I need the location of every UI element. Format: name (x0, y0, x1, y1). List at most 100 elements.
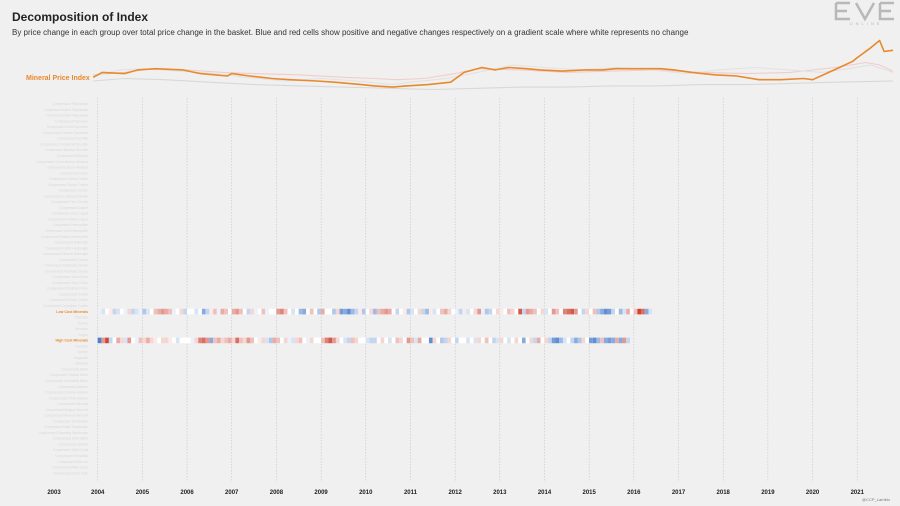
heat-cell (432, 337, 437, 344)
heat-cell (473, 308, 478, 315)
heat-cell (633, 308, 638, 315)
heat-cell (190, 337, 195, 344)
heat-cell (466, 337, 470, 344)
heat-cell (164, 337, 169, 344)
heat-cell (373, 308, 377, 315)
heat-cell (369, 308, 374, 315)
heat-cell (425, 308, 429, 315)
heat-cell (384, 308, 388, 315)
heat-cell (548, 308, 552, 315)
heat-cell (131, 337, 135, 344)
heat-cell (514, 337, 519, 344)
heat-cell (391, 337, 396, 344)
heat-cell (332, 337, 336, 344)
heat-cell (410, 337, 415, 344)
heat-cell (294, 308, 299, 315)
heat-cell (384, 337, 388, 344)
year-tick-label: 2021 (851, 490, 865, 496)
heat-cell (406, 308, 411, 315)
heat-cell (242, 308, 247, 315)
heat-cell (525, 337, 530, 344)
heat-cell (309, 337, 314, 344)
mineral-price-index-line (92, 39, 894, 88)
heat-cell (514, 308, 519, 315)
heat-cell (585, 308, 589, 315)
heat-cell (451, 337, 455, 344)
heat-cell (224, 308, 228, 315)
heat-cell (414, 337, 418, 344)
heat-cell (168, 308, 173, 315)
heat-cell (592, 337, 597, 344)
row-label: Compressed Hedbergite (53, 241, 88, 245)
heat-cell (280, 337, 284, 344)
year-tick-label: 2005 (136, 490, 150, 496)
heat-cell (603, 337, 608, 344)
heat-cell (417, 308, 422, 315)
heat-cell (164, 308, 169, 315)
heat-cell (134, 337, 139, 344)
heat-cell (287, 308, 292, 315)
heat-cell (220, 308, 225, 315)
row-label: Compressed Jaspet (60, 206, 88, 210)
heat-cell (321, 337, 325, 344)
row-label: Compressed Dark Glitter (53, 437, 89, 441)
row-label: Compressed Spodumain (53, 419, 88, 423)
row-label: Compressed Vitric Hedbergite (46, 246, 89, 250)
year-tick-label: 2014 (538, 490, 552, 496)
row-label: Compressed Monoclinic Bistot (45, 379, 88, 383)
heat-cell (477, 308, 482, 315)
heat-cell (574, 308, 578, 315)
heat-cell (250, 337, 255, 344)
heat-cell (529, 308, 534, 315)
heat-cell (570, 308, 575, 315)
heat-cell (488, 308, 493, 315)
row-label: Isogen (78, 333, 88, 337)
heat-cell (462, 308, 467, 315)
heat-cell (339, 308, 344, 315)
heat-cell (179, 337, 184, 344)
heat-cell (358, 337, 362, 344)
chart-subtitle: By price change in each group over total… (12, 28, 689, 37)
year-tick-label: 2006 (180, 490, 194, 496)
heat-cell (175, 337, 180, 344)
heat-cell (588, 337, 593, 344)
row-label: Compressed Omber (59, 171, 89, 175)
heat-cell (149, 337, 154, 344)
heat-cell (157, 308, 161, 315)
heat-cell (607, 308, 612, 315)
heat-cell (596, 337, 601, 344)
heat-cell (521, 308, 526, 315)
row-label: Compressed Iridescent Gneiss (44, 264, 88, 268)
heat-cell (239, 337, 243, 344)
heat-cell (395, 337, 400, 344)
heat-cell (414, 308, 418, 315)
heat-cell (153, 337, 158, 344)
year-tick-label: 2003 (47, 490, 61, 496)
heat-cell (592, 308, 597, 315)
heat-cell (306, 337, 310, 344)
year-tick-label: 2008 (270, 490, 284, 496)
index-series-label: Mineral Price Index (26, 75, 90, 82)
heat-cell (376, 308, 381, 315)
heat-cell (443, 308, 448, 315)
heat-cell (335, 308, 340, 315)
heat-cell (257, 308, 262, 315)
row-label: Compressed Prime Arkonor (49, 396, 89, 400)
heat-cell (525, 308, 530, 315)
heat-cell (108, 337, 113, 344)
row-label: Mexallon (75, 327, 88, 331)
heat-cell (484, 308, 489, 315)
heat-cell (388, 308, 392, 315)
heat-cell (469, 308, 474, 315)
heat-cell (172, 337, 176, 344)
heat-cell (265, 337, 269, 344)
heat-cell (402, 308, 407, 315)
heat-cell (555, 337, 560, 344)
row-label: Compressed Bistot (61, 367, 88, 371)
heat-cell (577, 337, 582, 344)
heat-cell (603, 308, 608, 315)
heat-cell (317, 308, 322, 315)
heat-cell (347, 337, 351, 344)
heat-cell (209, 308, 214, 315)
heat-cell (615, 337, 619, 344)
